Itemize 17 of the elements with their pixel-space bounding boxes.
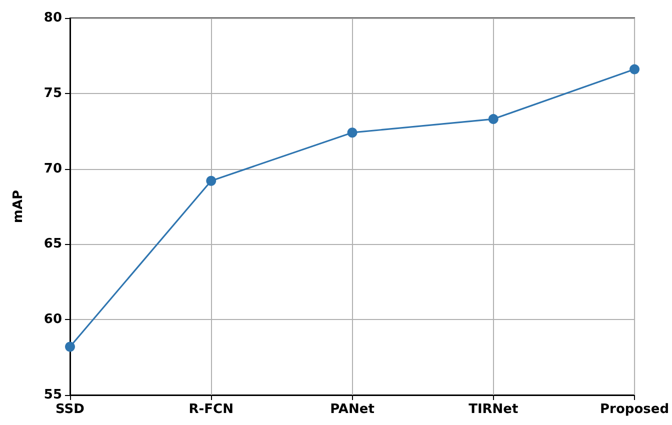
y-tick-label: 75 [44,86,62,101]
y-tick-label: 80 [44,10,62,26]
x-tick-label: PANet [330,402,374,417]
x-tick-label: Proposed [600,402,669,417]
y-tick-label: 55 [44,388,62,402]
y-axis-title: mAP [11,190,26,224]
point [488,114,498,124]
point [347,128,358,138]
x-tick-label: TIRNet [468,402,518,417]
x-tick-label: SSD [56,402,85,417]
point [206,176,216,186]
point [65,342,75,352]
x-tick-label: R-FCN [188,402,234,417]
y-tick-label: 70 [44,161,62,176]
y-tick-label: 65 [44,236,62,252]
point [630,64,640,74]
y-tick-label: 60 [44,312,62,328]
